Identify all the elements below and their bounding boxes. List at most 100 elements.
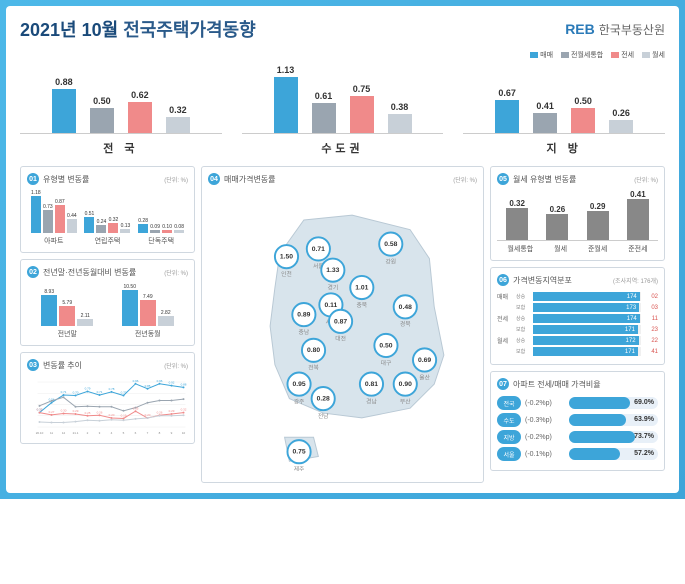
legend-label: 매매 [540, 50, 553, 60]
bar [166, 117, 190, 133]
region-label: 전 국 [20, 140, 222, 156]
svg-text:7: 7 [147, 431, 149, 435]
svg-text:0.71: 0.71 [61, 390, 67, 394]
svg-text:12: 12 [62, 431, 66, 435]
mini-bars: 10.507.492.82 [122, 284, 174, 326]
panel-yoy-change: 02 전년말·전년동월대비 변동률 (단위: %) 8.935.792.11전년… [20, 259, 195, 346]
legend-swatch [611, 52, 619, 58]
bar-wrap: 0.62 [125, 90, 155, 133]
right-column: 05 월세 유형별 변동률 (단위: %) 0.320.260.290.41월세… [490, 166, 665, 483]
dist-bar: 171 [533, 347, 638, 356]
rent-bar-wrap: 0.32 [506, 199, 528, 240]
dist-row: 전세상승17411 [497, 314, 658, 323]
panel-rent-type: 05 월세 유형별 변동률 (단위: %) 0.320.260.290.41월세… [490, 166, 665, 261]
mini-bar [140, 300, 156, 326]
panel-rent-unit: (단위: %) [634, 175, 658, 184]
svg-text:9: 9 [171, 431, 173, 435]
ratio-row: 지방(-0.2%p)73.7% [497, 430, 658, 444]
svg-text:0.96: 0.96 [157, 379, 163, 383]
panel-dot-icon: 03 [27, 359, 39, 371]
mini-bar [138, 224, 148, 233]
mini-bar-wrap: 8.93 [41, 289, 57, 326]
panel2-body: 8.935.792.11전년말10.507.492.82전년동월 [27, 284, 188, 339]
dist-row: 월세상승17222 [497, 336, 658, 345]
bar [274, 77, 298, 134]
panel-dot-icon: 01 [27, 173, 39, 185]
ratio-value: 73.7% [634, 431, 654, 443]
ratio-body: 전국(-0.2%p)69.0%수도(-0.3%p)63.9%지방(-0.2%p)… [497, 396, 658, 461]
left-column: 01 유형별 변동률 (단위: %) 1.180.730.870.44아파트0.… [20, 166, 195, 483]
legend-item: 전세 [611, 50, 634, 60]
dist-end-value: 23 [644, 327, 658, 333]
mini-bar [120, 229, 130, 233]
svg-text:0.28: 0.28 [317, 396, 330, 403]
dist-row: 매매상승17402 [497, 292, 658, 301]
svg-text:0.81: 0.81 [365, 381, 378, 388]
dist-bar-bg: 172 [533, 336, 641, 345]
ratio-bar-bg: 69.0% [569, 397, 658, 409]
panel2-title-text: 전년말·전년동월대비 변동률 [43, 267, 136, 278]
svg-text:전남: 전남 [318, 412, 329, 420]
dist-sub: 상승 [516, 337, 530, 344]
ratio-bar [569, 448, 620, 460]
dist-category: 전세 [497, 314, 513, 323]
panel-dot-icon: 02 [27, 266, 39, 278]
mini-label: 아파트 [44, 236, 63, 246]
svg-text:6: 6 [135, 431, 137, 435]
legend-swatch [561, 52, 569, 58]
svg-text:1.01: 1.01 [355, 284, 368, 291]
bar [533, 113, 557, 134]
svg-text:0.78: 0.78 [109, 387, 115, 391]
svg-text:0.29: 0.29 [169, 409, 175, 413]
mini-bars: 1.180.730.870.44 [31, 191, 77, 233]
svg-text:0.19: 0.19 [121, 413, 127, 417]
ratio-row: 서울(-0.1%p)57.2% [497, 447, 658, 461]
dist-bar: 174 [533, 314, 640, 323]
panel3-unit: (단위: %) [164, 361, 188, 370]
bar-wrap: 0.26 [606, 108, 636, 133]
svg-text:0.71: 0.71 [312, 246, 325, 253]
bars-row: 0.670.410.500.26 [463, 64, 665, 134]
panel2-title: 02 전년말·전년동월대비 변동률 (단위: %) [27, 266, 188, 278]
svg-text:경기: 경기 [328, 283, 339, 291]
bar-value: 0.26 [612, 108, 630, 118]
ratio-bar [569, 431, 635, 443]
rent-label: 월세통합 [507, 244, 533, 254]
line-svg: 0.320.540.710.700.790.710.780.700.960.85… [27, 377, 188, 437]
svg-text:0.90: 0.90 [399, 381, 412, 388]
dist-end-value: 41 [644, 349, 658, 355]
svg-text:0.26: 0.26 [157, 410, 163, 414]
rent-bar-wrap: 0.29 [587, 202, 609, 240]
ratio-label: 서울 [497, 447, 521, 461]
legend-item: 매매 [530, 50, 553, 60]
dist-bar: 174 [533, 292, 640, 301]
svg-text:강원: 강원 [385, 257, 396, 265]
ratio-delta: (-0.2%p) [525, 434, 565, 441]
panels-grid: 01 유형별 변동률 (단위: %) 1.180.730.870.44아파트0.… [20, 166, 665, 483]
ratio-bar-bg: 63.9% [569, 414, 658, 426]
dist-category: 월세 [497, 336, 513, 345]
ratio-value: 69.0% [634, 397, 654, 409]
mini-bar [77, 319, 93, 326]
dist-sub: 상승 [516, 293, 530, 300]
title-rest: 전국주택가격동향 [123, 20, 255, 40]
bar-wrap: 0.50 [568, 96, 598, 133]
dist-bar: 173 [533, 303, 639, 312]
ratio-label: 전국 [497, 396, 521, 410]
mini-bar-wrap: 0.13 [120, 223, 130, 233]
svg-text:0.29: 0.29 [73, 409, 79, 413]
svg-text:0.25: 0.25 [85, 411, 91, 415]
logo-mark: REB [565, 21, 595, 37]
mini-bar-wrap: 0.32 [108, 217, 118, 233]
svg-text:인천: 인천 [281, 270, 292, 278]
bar-wrap: 0.67 [492, 88, 522, 134]
svg-text:0.70: 0.70 [121, 391, 127, 395]
svg-text:3: 3 [99, 431, 101, 435]
ratio-row: 수도(-0.3%p)63.9% [497, 413, 658, 427]
legend-label: 월세 [652, 50, 665, 60]
bar-wrap: 0.61 [309, 91, 339, 134]
mini-bar [59, 306, 75, 326]
bar [90, 108, 114, 133]
svg-text:0.71: 0.71 [97, 390, 103, 394]
rent-bar [506, 208, 528, 240]
